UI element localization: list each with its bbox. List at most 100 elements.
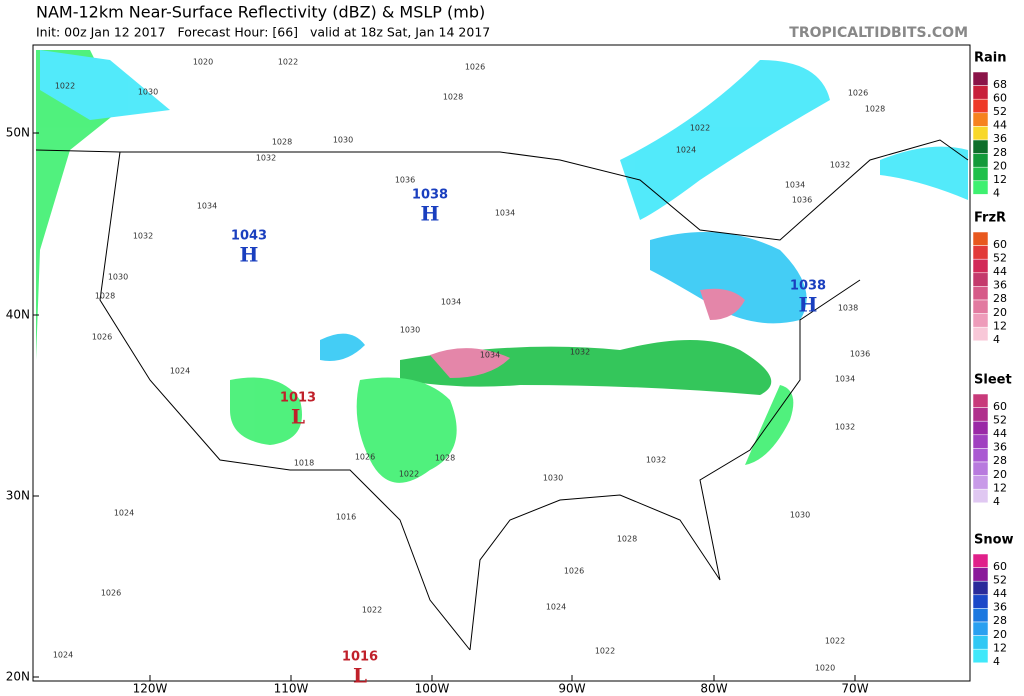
legend-level: 60 — [993, 91, 1007, 104]
isobar-label: 1022 — [399, 470, 419, 479]
lon-label: 120W — [133, 682, 168, 696]
legend-title: Sleet — [974, 373, 1012, 388]
legend-swatch — [972, 407, 989, 422]
lon-label: 70W — [841, 682, 868, 696]
isobar-label: 1034 — [480, 351, 500, 360]
legend-level: 60 — [993, 238, 1007, 251]
legend-level: 36 — [993, 132, 1007, 145]
isobar-label: 1036 — [850, 350, 870, 359]
site-name: TROPICALTIDBITS.COM — [789, 25, 968, 41]
isobar-label: 1024 — [114, 509, 134, 518]
legend-swatch — [972, 272, 989, 287]
isobar-label: 1028 — [272, 138, 292, 147]
legend-level: 52 — [993, 413, 1007, 426]
isobar-label: 1022 — [362, 606, 382, 615]
isobar-label: 1024 — [676, 146, 696, 155]
isobar-label: 1026 — [101, 589, 121, 598]
legend-swatch — [972, 153, 989, 168]
legend-level: 20 — [993, 159, 1007, 172]
pressure-value: 1016 — [342, 650, 378, 665]
isobar-label: 1022 — [825, 637, 845, 646]
legend-swatch — [972, 434, 989, 449]
legend-level: 12 — [993, 173, 1007, 186]
legend-swatch — [972, 180, 989, 195]
legend-swatch — [972, 126, 989, 141]
pressure-type: H — [240, 243, 259, 267]
isobar-label: 1034 — [441, 298, 461, 307]
isobar-label: 1020 — [815, 664, 835, 673]
legend-swatch — [972, 488, 989, 504]
isobar-label: 1034 — [197, 202, 217, 211]
legend-swatch — [972, 166, 989, 182]
legend-swatch — [972, 461, 989, 476]
legend-level: 12 — [993, 319, 1007, 332]
legend-swatch — [972, 85, 989, 100]
legend-swatch — [972, 258, 989, 274]
legend-level: 28 — [993, 292, 1007, 305]
precip — [36, 50, 968, 483]
legend-level: 12 — [993, 481, 1007, 494]
isobar-label: 1024 — [53, 651, 73, 660]
isobar-label: 1034 — [835, 375, 855, 384]
lon-label: 90W — [558, 682, 585, 696]
legend-level: 20 — [993, 628, 1007, 641]
legend-swatch — [972, 313, 989, 328]
isobar-label: 1030 — [108, 273, 128, 282]
isobar-label: 1032 — [646, 456, 666, 465]
isobar-label: 1034 — [495, 209, 515, 218]
legend-swatch — [972, 567, 989, 582]
legend-level: 4 — [993, 655, 1000, 668]
legend-swatch — [972, 231, 989, 246]
legend-level: 28 — [993, 454, 1007, 467]
legend-level: 4 — [993, 333, 1000, 346]
isobar-label: 1030 — [138, 88, 158, 97]
lon-label: 110W — [274, 682, 309, 696]
legend-level: 36 — [993, 601, 1007, 614]
isobar-label: 1026 — [355, 453, 375, 462]
lat-label: 40N — [6, 308, 30, 322]
isobar-label: 1028 — [435, 454, 455, 463]
isobar-label: 1026 — [848, 89, 868, 98]
lon-label: 80W — [700, 682, 727, 696]
pressure-type: H — [799, 293, 818, 317]
legend-swatch — [972, 139, 989, 154]
legend-title: Rain — [974, 51, 1007, 66]
legend-swatch — [972, 648, 989, 664]
legend-level: 52 — [993, 105, 1007, 118]
lat-label: 50N — [6, 126, 30, 140]
legend-level: 4 — [993, 187, 1000, 200]
isobar-label: 1026 — [465, 63, 485, 72]
isobar-label: 1032 — [256, 154, 276, 163]
isobar-label: 1036 — [792, 196, 812, 205]
isobar-label: 1032 — [835, 423, 855, 432]
legend-level: 44 — [993, 119, 1007, 132]
isobar-label: 1026 — [92, 333, 112, 342]
lat-label: 20N — [6, 670, 30, 684]
lon-label: 100W — [415, 682, 450, 696]
legend-swatch — [972, 112, 989, 127]
legend-swatch — [972, 608, 989, 623]
isobar-label: 1028 — [95, 292, 115, 301]
legend-swatch — [972, 286, 989, 301]
subtitle: Init: 00z Jan 12 2017 Forecast Hour: [66… — [36, 25, 490, 40]
isobar-label: 1036 — [395, 176, 415, 185]
legend-swatch — [972, 299, 989, 314]
legend-level: 44 — [993, 427, 1007, 440]
legend-swatch — [972, 621, 989, 636]
legend-swatch — [972, 71, 989, 86]
isobar-label: 1024 — [170, 367, 190, 376]
isobar-label: 1018 — [294, 459, 314, 468]
legend-swatch — [972, 98, 989, 114]
isobar-label: 1034 — [785, 181, 805, 190]
isobar-label: 1024 — [546, 603, 566, 612]
legend-level: 12 — [993, 641, 1007, 654]
isobar-label: 1032 — [133, 232, 153, 241]
title: NAM-12km Near-Surface Reflectivity (dBZ)… — [36, 3, 485, 22]
isobar-label: 1028 — [443, 93, 463, 102]
isobar-label: 1028 — [617, 535, 637, 544]
isobar-label: 1032 — [830, 161, 850, 170]
legend-level: 4 — [993, 495, 1000, 508]
legend-level: 28 — [993, 614, 1007, 627]
legend-level: 28 — [993, 146, 1007, 159]
